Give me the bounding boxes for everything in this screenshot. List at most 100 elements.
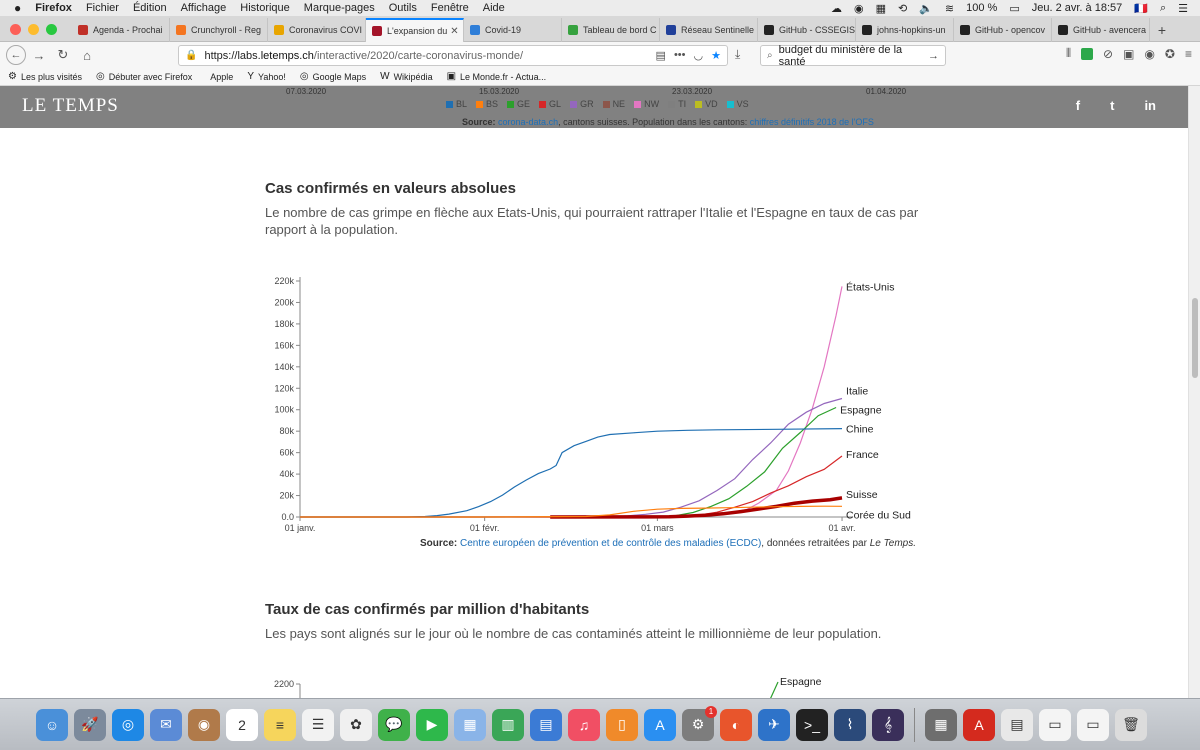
lock-icon[interactable]: 🔒: [185, 50, 198, 61]
bookmark-item[interactable]: Y Yahoo!: [247, 71, 286, 82]
bookmark-item[interactable]: ▣ Le Monde.fr - Actua...: [447, 71, 547, 82]
home-button[interactable]: ⌂: [83, 47, 91, 63]
tab-2[interactable]: Coronavirus COVI: [268, 18, 366, 42]
documents-icon[interactable]: ▤: [1001, 708, 1033, 741]
menu-edition[interactable]: Édition: [132, 2, 167, 14]
bookmark-item[interactable]: W Wikipédia: [380, 71, 432, 82]
reader-view-icon[interactable]: ▤: [655, 50, 666, 62]
menu-outils[interactable]: Outils: [388, 2, 417, 14]
series-line-6[interactable]: [300, 505, 843, 518]
canton-legend-item[interactable]: GE: [507, 99, 530, 109]
bookmark-item[interactable]: ⚙ Les plus visités: [8, 71, 82, 82]
books-icon[interactable]: ▯: [606, 708, 638, 741]
extension-block-icon[interactable]: ⊘: [1103, 46, 1114, 61]
tab-1[interactable]: Crunchyroll - Reg: [170, 18, 268, 42]
canton-legend-item[interactable]: BL: [446, 99, 467, 109]
ecdc-link[interactable]: Centre européen de prévention et de cont…: [460, 538, 762, 549]
calculator-icon[interactable]: ▦: [925, 708, 957, 741]
safari-icon[interactable]: ◎: [112, 708, 144, 741]
finder-icon[interactable]: ☺: [36, 708, 68, 741]
acrobat-icon[interactable]: A: [963, 708, 995, 741]
battery-icon[interactable]: ▭: [1009, 2, 1020, 15]
canton-legend-item[interactable]: BS: [476, 99, 498, 109]
canton-legend-item[interactable]: NW: [634, 99, 659, 109]
bookmark-star-icon[interactable]: ★: [711, 50, 721, 62]
search-go-button[interactable]: →: [928, 49, 939, 62]
control-center-icon[interactable]: ☰: [1178, 2, 1188, 15]
canton-legend-item[interactable]: VS: [726, 99, 749, 109]
extension-green-icon[interactable]: [1081, 47, 1094, 60]
apple-menu-icon[interactable]: ●: [14, 1, 22, 15]
music-notation-icon[interactable]: 𝄞: [872, 708, 904, 741]
page-actions-icon[interactable]: •••: [673, 49, 686, 61]
search-bar[interactable]: ⌕ budget du ministère de la santé →: [760, 43, 946, 68]
time-machine-icon[interactable]: ⟲: [897, 2, 908, 15]
series-line[interactable]: [768, 681, 779, 698]
twitter-icon[interactable]: t: [1110, 98, 1115, 113]
window-2-icon[interactable]: ▭: [1077, 708, 1109, 741]
reload-button[interactable]: ↻: [57, 47, 69, 62]
canton-legend-item[interactable]: TI: [668, 99, 686, 109]
series-line-3[interactable]: [300, 428, 843, 518]
sql-app-icon[interactable]: ⌇: [834, 708, 866, 741]
extension-pin-icon[interactable]: ✪: [1164, 46, 1175, 61]
back-button[interactable]: ←: [6, 45, 26, 65]
tab-3[interactable]: L'expansion du ✕: [366, 18, 464, 42]
app-store-icon[interactable]: A: [644, 708, 676, 741]
tab-4[interactable]: Covid-19: [464, 18, 562, 42]
tab-0[interactable]: Agenda - Prochai: [72, 18, 170, 42]
tab-10[interactable]: GitHub - avencera: [1052, 18, 1150, 42]
url-bar[interactable]: 🔒 https://labs. letemps.ch/interactive/20…: [178, 45, 728, 66]
forward-button[interactable]: →: [32, 47, 46, 63]
messages-icon[interactable]: 💬: [378, 708, 410, 741]
search-icon[interactable]: ⌕: [1159, 1, 1167, 14]
menu-historique[interactable]: Historique: [240, 2, 290, 14]
tab-9[interactable]: GitHub - opencov: [954, 18, 1052, 42]
firefox-icon[interactable]: ◐: [720, 708, 752, 741]
facebook-icon[interactable]: f: [1075, 98, 1081, 113]
bookmark-item[interactable]: ◎ Google Maps: [300, 71, 366, 82]
mail-icon[interactable]: ✉: [150, 708, 182, 741]
pocket-icon[interactable]: ◡: [693, 50, 704, 62]
tab-close-icon[interactable]: ✕: [450, 25, 459, 37]
menu-marque-pages[interactable]: Marque-pages: [303, 2, 375, 14]
tor-icon[interactable]: ◉: [853, 2, 864, 15]
tab-6[interactable]: Réseau Sentinelle: [660, 18, 758, 42]
reminders-icon[interactable]: ☰: [302, 708, 334, 741]
preview-icon[interactable]: ▦: [454, 708, 486, 741]
trash-icon[interactable]: 🗑: [1115, 708, 1147, 741]
series-line-0[interactable]: [300, 286, 843, 518]
minimize-window-button[interactable]: [28, 24, 39, 35]
system-preferences-icon[interactable]: ⚙ 1: [682, 705, 717, 741]
tab-5[interactable]: Tableau de bord C: [562, 18, 660, 42]
wifi-icon[interactable]: ≋: [944, 2, 955, 15]
contacts-icon[interactable]: ◉: [188, 708, 220, 741]
facetime-icon[interactable]: ▶: [416, 708, 448, 741]
hamburger-menu-icon[interactable]: ≡: [1184, 46, 1192, 61]
menu-affichage[interactable]: Affichage: [180, 2, 227, 14]
canton-legend-item[interactable]: VD: [695, 99, 718, 109]
input-source-flag[interactable]: 🇫🇷: [1134, 2, 1148, 15]
bookmark-item[interactable]: ◎ Débuter avec Firefox: [96, 71, 192, 82]
calendar-icon[interactable]: 2: [226, 708, 258, 741]
extension-circle-icon[interactable]: ◉: [1144, 46, 1155, 61]
scrollbar-thumb[interactable]: [1192, 298, 1198, 378]
launchpad-icon[interactable]: 🚀: [74, 708, 106, 741]
linkedin-icon[interactable]: in: [1144, 98, 1156, 113]
library-icon[interactable]: ⫴: [1065, 46, 1072, 60]
keynote-icon[interactable]: ▤: [530, 708, 562, 741]
music-icon[interactable]: ♫: [568, 708, 600, 741]
menu-app-name[interactable]: Firefox: [35, 2, 72, 14]
tab-7[interactable]: GitHub - CSSEGIS: [758, 18, 856, 42]
source-link-ofs[interactable]: chiffres définitifs 2018 de l'OFS: [749, 117, 874, 127]
canton-legend-item[interactable]: GL: [539, 99, 561, 109]
terminal-icon[interactable]: >_: [796, 708, 828, 741]
series-line-5[interactable]: [550, 496, 843, 519]
window-1-icon[interactable]: ▭: [1039, 708, 1071, 741]
bookmark-item[interactable]: Apple: [206, 72, 233, 82]
page-scrollbar[interactable]: [1188, 86, 1200, 698]
canton-legend-item[interactable]: NE: [602, 99, 625, 109]
search-input[interactable]: budget du ministère de la santé: [778, 43, 903, 68]
notes-icon[interactable]: ≡: [264, 708, 296, 741]
menu-fichier[interactable]: Fichier: [85, 2, 119, 14]
